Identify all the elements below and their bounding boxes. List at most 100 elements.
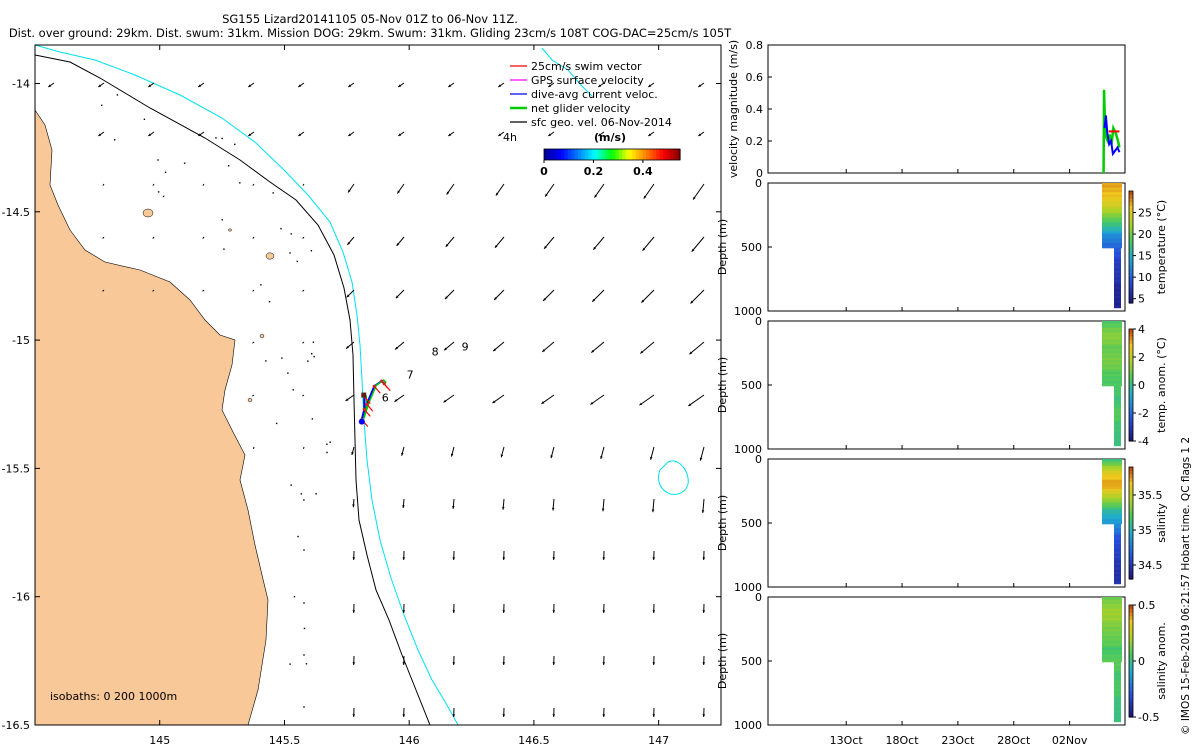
section-cell [1114, 707, 1121, 711]
section-cell [1102, 636, 1122, 640]
colorbar-cell [622, 149, 627, 160]
section-cell [1102, 353, 1122, 357]
arrow-head [639, 402, 643, 406]
colorbar-cell [1129, 545, 1133, 550]
colorbar-frame [543, 148, 681, 161]
isobath-1000-north [541, 47, 593, 97]
arrow-head [402, 505, 405, 509]
colorbar-cell [591, 149, 596, 160]
arrow-head [198, 133, 202, 137]
arrow-head [688, 403, 692, 406]
reef-dot [292, 389, 294, 391]
arrow-head [648, 133, 652, 137]
colorbar-cell [1129, 276, 1133, 282]
colorbar-cell [666, 149, 671, 160]
arrow-head [552, 557, 556, 560]
section-cell [1114, 420, 1121, 424]
geo-velocity-arrow [252, 341, 255, 344]
reef-dot [234, 143, 236, 146]
colorbar-cell [1129, 295, 1133, 300]
map-xtick-label: 146.5 [518, 734, 550, 747]
colorbar-cell [1129, 347, 1133, 352]
colorbar-cell [1129, 228, 1133, 233]
section-cell [1114, 578, 1121, 582]
depth-ylabel: Depth (m) [716, 633, 729, 689]
colorbar-cell [1129, 515, 1133, 520]
section-cell [1102, 229, 1122, 233]
reef-dot [223, 248, 225, 250]
colorbar-cell [1129, 429, 1133, 435]
geo-velocity-arrow [252, 236, 255, 239]
section-cell [1102, 603, 1122, 608]
colorbar-cell [588, 149, 593, 160]
arrow-head [98, 84, 102, 88]
section-cell [1102, 364, 1122, 368]
arrow-head [690, 300, 694, 304]
colorbar-cell [1129, 198, 1133, 203]
section-cell [1102, 212, 1122, 217]
reef-dot [268, 301, 271, 303]
arrow-head [552, 714, 556, 717]
arrow-head [498, 133, 502, 137]
section-cell [1102, 615, 1122, 619]
section-cell [1102, 647, 1122, 651]
geo-velocity-arrow [302, 394, 305, 397]
section-cell [1102, 654, 1122, 658]
map-frame [34, 44, 722, 726]
colorbar-cell [1129, 549, 1133, 554]
colorbar-cell [1129, 485, 1133, 490]
colorbar-cell [673, 149, 678, 160]
reef-dot [281, 357, 283, 359]
arrow-head [545, 193, 548, 197]
section-cell [1102, 245, 1122, 249]
colorbar-cell [1129, 672, 1133, 677]
section-cell [1102, 633, 1122, 637]
section-cell [1114, 663, 1121, 667]
section-cell [1102, 357, 1122, 361]
colorbar-cell [1129, 392, 1133, 397]
arrow-head [402, 662, 406, 665]
section-cell [1114, 286, 1121, 290]
colorbar-cell [1129, 426, 1133, 431]
section-cell [1114, 668, 1121, 672]
arrow-head [542, 349, 546, 352]
colorbar-cell [1129, 646, 1133, 651]
section-cell [1102, 495, 1122, 499]
colorbar-cell [1129, 235, 1133, 241]
section-cell [1102, 488, 1122, 493]
colorbar-cell [1129, 489, 1133, 494]
geo-velocity-arrow [691, 236, 705, 252]
arrow-head [352, 557, 356, 560]
geo-velocity-arrow [302, 236, 305, 239]
colorbar-cell [656, 149, 661, 160]
colorbar-cell [1129, 411, 1133, 416]
colorbar-label: salinity anom. [1155, 622, 1168, 700]
section-cell [1114, 305, 1121, 309]
section-cell [1114, 429, 1121, 433]
arrow-head [248, 84, 252, 88]
ytick-label: 500 [741, 655, 762, 668]
reef-dot [296, 260, 298, 263]
section-cell [1114, 272, 1121, 276]
map-annotation: 8 [432, 345, 439, 358]
colorbar-cell [669, 149, 674, 160]
colorbar-cell [1129, 232, 1133, 237]
colorbar-cell [1129, 299, 1133, 304]
colorbar-cell [1129, 500, 1133, 505]
section-panel: 0 500 1000 Depth (m) -0.5 0 0.5 salinity anom. 1… [716, 591, 1168, 747]
section-cell [1102, 459, 1122, 463]
colorbar-cell [1129, 209, 1133, 214]
ytick-label: 1000 [734, 443, 762, 456]
section-cell [1102, 509, 1122, 513]
section-cell [1114, 249, 1121, 253]
section-cell [1102, 491, 1122, 495]
section-panel: 0 500 1000 Depth (m) -4 -2 0 2 4 temp. anom. (°C) [716, 315, 1168, 456]
colorbar-cell [574, 149, 579, 160]
colorbar-cell [1129, 418, 1133, 423]
colorbar-cell [608, 149, 613, 160]
section-cell [1102, 470, 1122, 474]
section-cell [1102, 608, 1122, 612]
ytick-label: 0 [755, 591, 762, 604]
section-cell [1114, 252, 1121, 256]
